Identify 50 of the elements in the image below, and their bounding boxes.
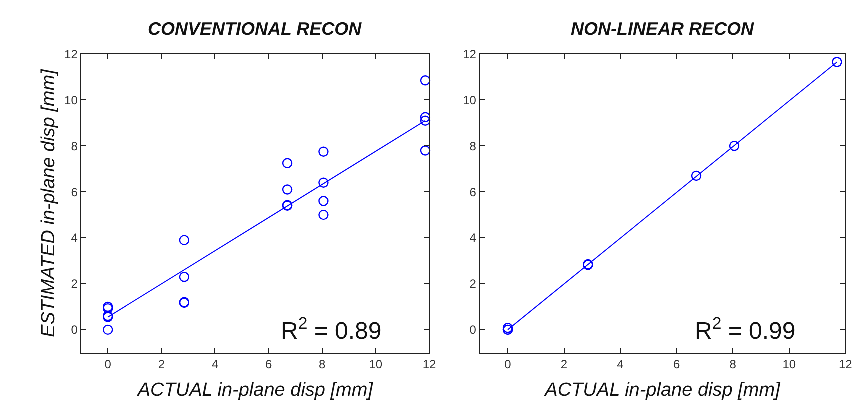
annotation: R$^{2}$ = 0.89 bbox=[281, 314, 382, 346]
y-tick-label: 8 bbox=[71, 139, 78, 154]
y-tick-label: 6 bbox=[71, 185, 78, 200]
point bbox=[282, 158, 293, 168]
x-tick-label: 2 bbox=[560, 357, 568, 372]
y-tick-label: 2 bbox=[470, 277, 477, 292]
point bbox=[420, 112, 431, 123]
annotation: R$^{2}$ = 0.99 bbox=[695, 314, 796, 346]
x-tick-label: 8 bbox=[730, 357, 737, 372]
x-axis-title: ACTUAL in-plane disp [mm] bbox=[544, 380, 782, 402]
x-tick-label: 6 bbox=[265, 357, 272, 372]
x-tick-label: 8 bbox=[319, 357, 326, 372]
point bbox=[729, 141, 740, 152]
x-tick-label: 10 bbox=[369, 357, 383, 372]
chart-title: CONVENTIONAL RECON bbox=[148, 19, 363, 39]
x-tick-label: 2 bbox=[158, 357, 166, 372]
x-tick-label: 4 bbox=[212, 357, 219, 372]
point bbox=[179, 272, 190, 282]
y-tick-label: 12 bbox=[64, 47, 78, 62]
y-tick-label: 4 bbox=[470, 231, 477, 246]
y-tick-label: 8 bbox=[470, 139, 477, 154]
y-tick-label: 6 bbox=[470, 185, 477, 200]
point bbox=[318, 196, 329, 206]
x-tick-label: 4 bbox=[617, 357, 624, 372]
x-tick-label: 0 bbox=[504, 357, 512, 372]
x-tick-label: 10 bbox=[782, 357, 796, 372]
y-tick-label: 4 bbox=[71, 231, 78, 246]
y-tick-label: 2 bbox=[71, 277, 78, 292]
y-axis-title: ESTIMATED in-plane disp [mm] bbox=[38, 68, 60, 338]
point bbox=[420, 76, 431, 86]
point bbox=[103, 324, 114, 336]
y-tick-label: 12 bbox=[463, 47, 477, 62]
point bbox=[179, 235, 190, 246]
point bbox=[420, 116, 431, 126]
y-tick-label: 0 bbox=[470, 323, 477, 338]
point bbox=[420, 146, 431, 156]
x-tick-label: 6 bbox=[673, 357, 680, 372]
x-tick-label: 12 bbox=[838, 357, 853, 372]
x-tick-label: 12 bbox=[422, 357, 436, 372]
point bbox=[318, 146, 329, 157]
chart-title: NON-LINEAR RECON bbox=[571, 19, 755, 39]
y-tick-label: 10 bbox=[463, 93, 477, 108]
y-tick-label: 0 bbox=[71, 323, 78, 338]
x-axis-title: ACTUAL in-plane disp [mm] bbox=[136, 380, 374, 402]
y-tick-label: 10 bbox=[64, 93, 78, 108]
point bbox=[282, 184, 293, 195]
x-tick-label: 0 bbox=[104, 357, 112, 372]
point bbox=[318, 178, 329, 188]
point bbox=[318, 210, 329, 220]
point bbox=[691, 170, 702, 182]
